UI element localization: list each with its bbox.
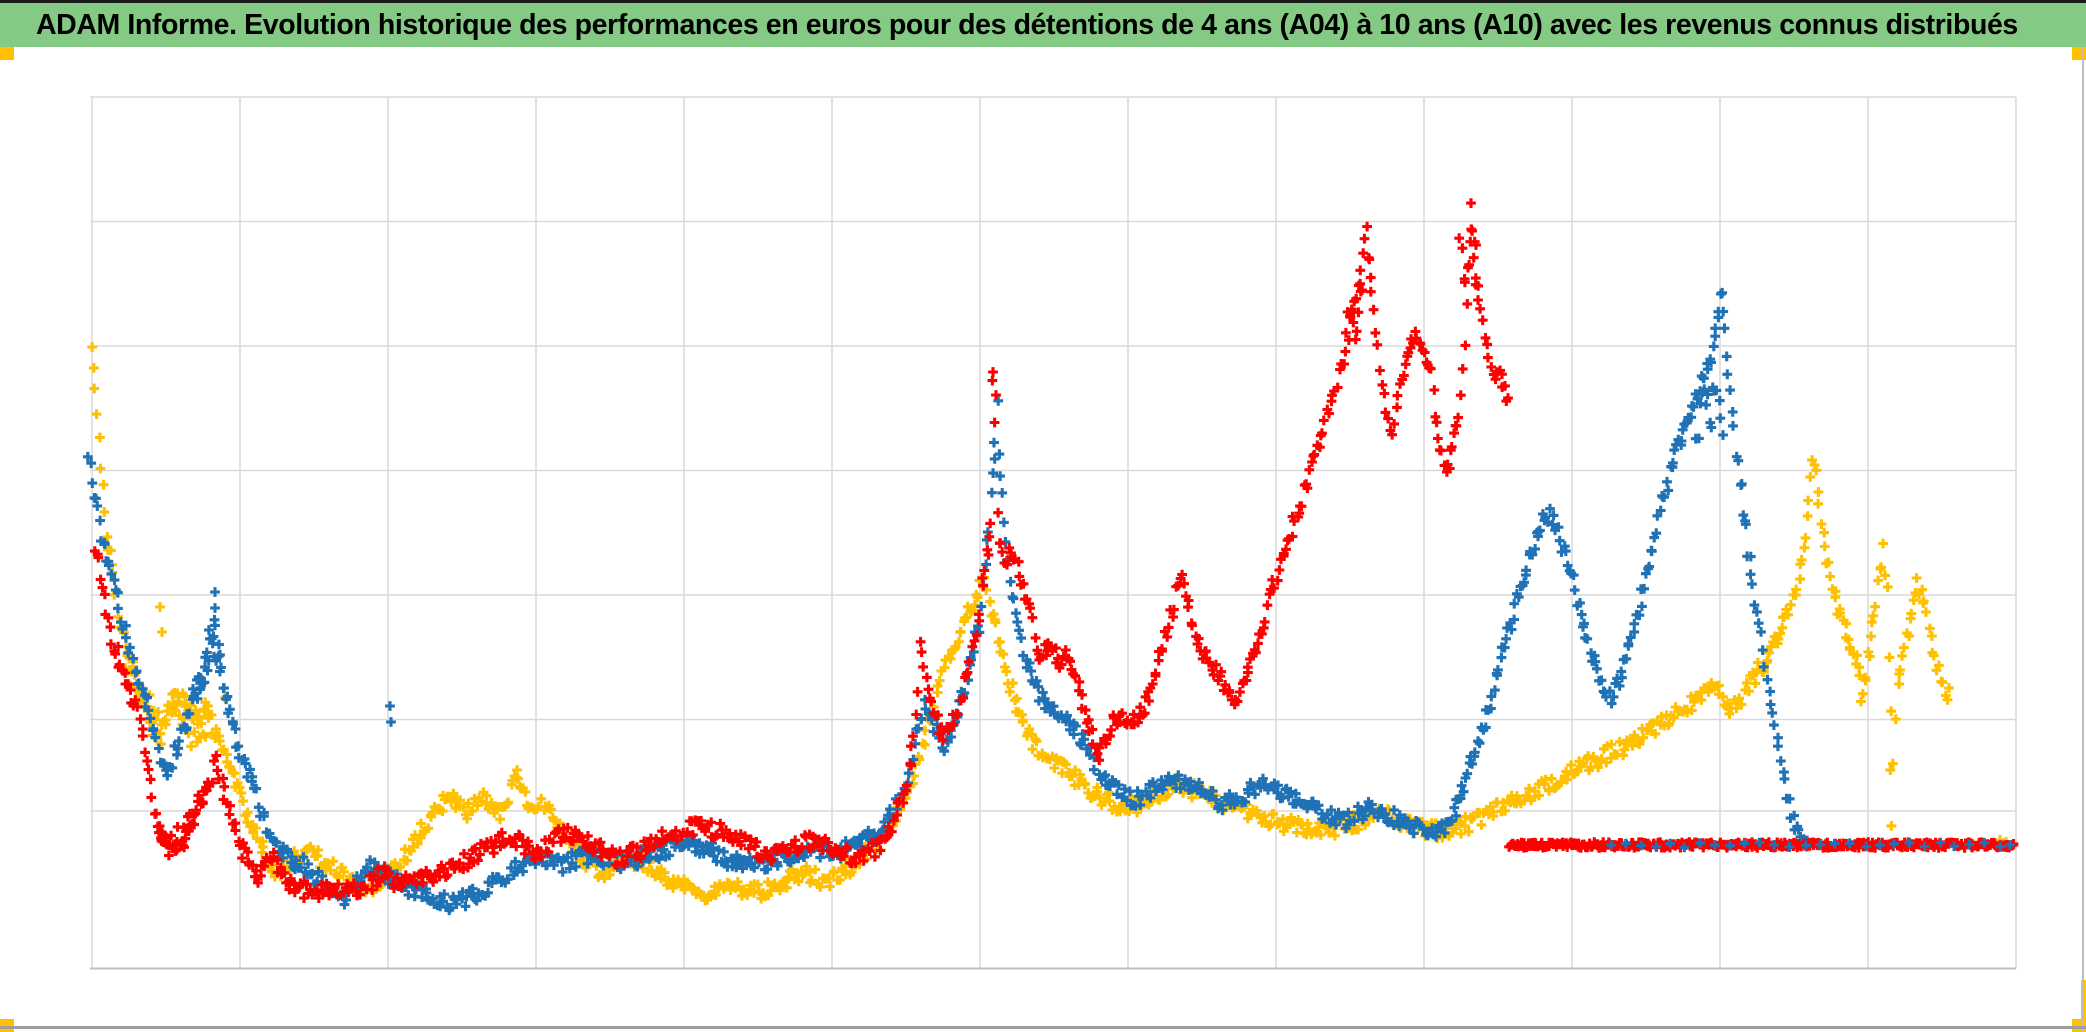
series-red — [89, 198, 2019, 903]
data-points-overlay-layer — [1606, 837, 2015, 853]
right-border-line — [2082, 47, 2084, 1032]
series-blue — [1606, 837, 2015, 853]
gridlines — [90, 96, 2017, 970]
series-blue — [82, 287, 1813, 916]
data-points-layer — [82, 198, 2019, 916]
bottom-border-line — [0, 1026, 2086, 1029]
title-banner: ADAM Informe. Evolution historique des p… — [0, 3, 2086, 47]
gold-accent-top-left — [0, 47, 14, 60]
page-title: ADAM Informe. Evolution historique des p… — [36, 8, 2018, 41]
top-border-line — [0, 0, 2086, 3]
series-gold — [87, 342, 2011, 906]
